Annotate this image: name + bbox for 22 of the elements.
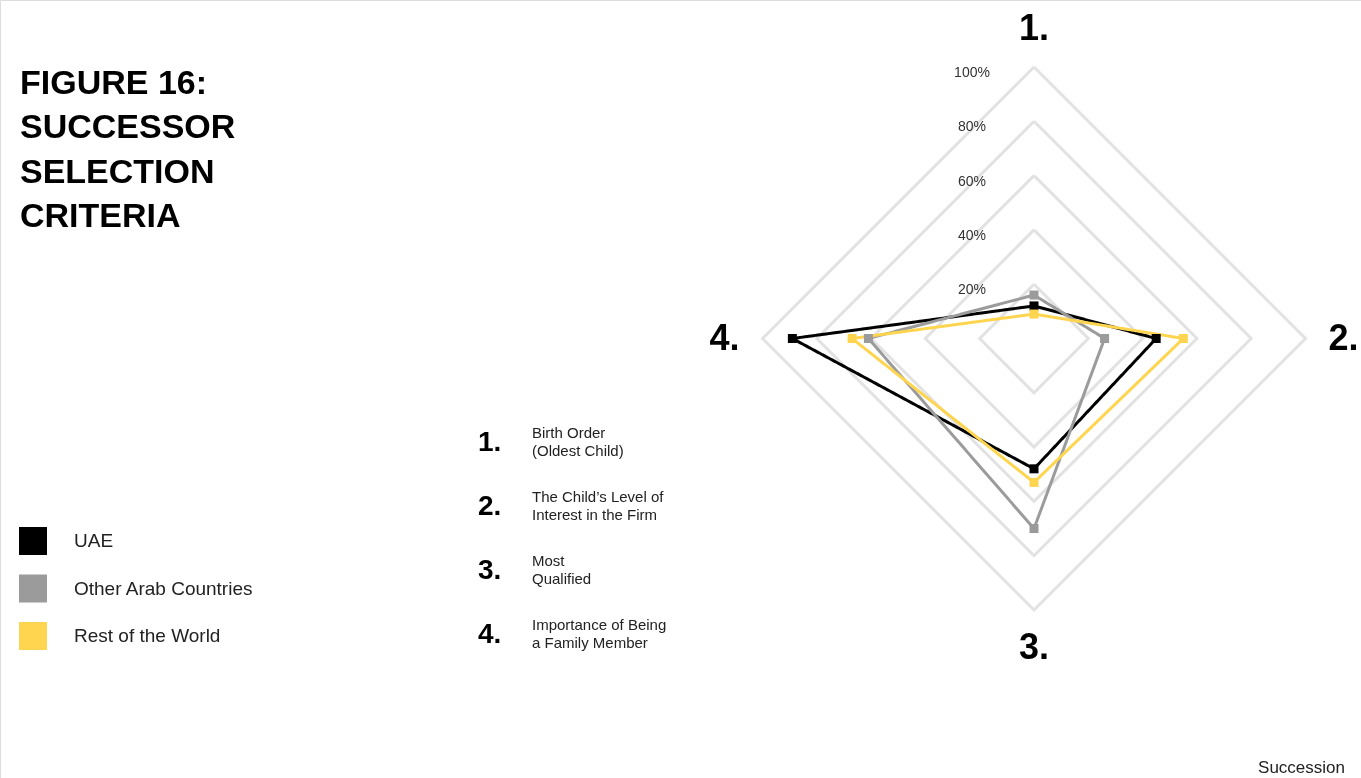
spoke-label: 4.: [709, 316, 740, 358]
y-tick-label: 100%: [954, 64, 990, 80]
y-tick-label: 80%: [957, 118, 987, 135]
y-tick-label: 60%: [957, 172, 987, 189]
text: FIGURE 16: SUCCESSOR SELECTION CRITERIA: [20, 62, 236, 234]
category-label: 2.: [478, 490, 502, 521]
spoke-label: 3.: [1018, 626, 1050, 667]
text: Succession: [1258, 758, 1345, 777]
spoke-label: 1.: [1018, 7, 1050, 48]
text: Most Qualified: [532, 552, 592, 587]
category-label: 4.: [478, 618, 502, 649]
legend-label: UAE: [74, 530, 114, 551]
text: The Child’s Level of Interest in the Firm: [532, 488, 665, 523]
category-label: 1.: [478, 426, 502, 457]
text: Birth Order (Oldest Child): [532, 424, 624, 459]
text: Importance of Being a Family Member: [532, 616, 667, 651]
y-tick-label: 40%: [957, 226, 987, 243]
spoke-label: 2.: [1328, 316, 1359, 358]
legend-label: Other Arab Countries: [74, 577, 253, 599]
y-tick-label: 20%: [957, 281, 987, 298]
legend-label: Rest of the World: [74, 625, 221, 646]
category-label: 3.: [478, 554, 502, 585]
